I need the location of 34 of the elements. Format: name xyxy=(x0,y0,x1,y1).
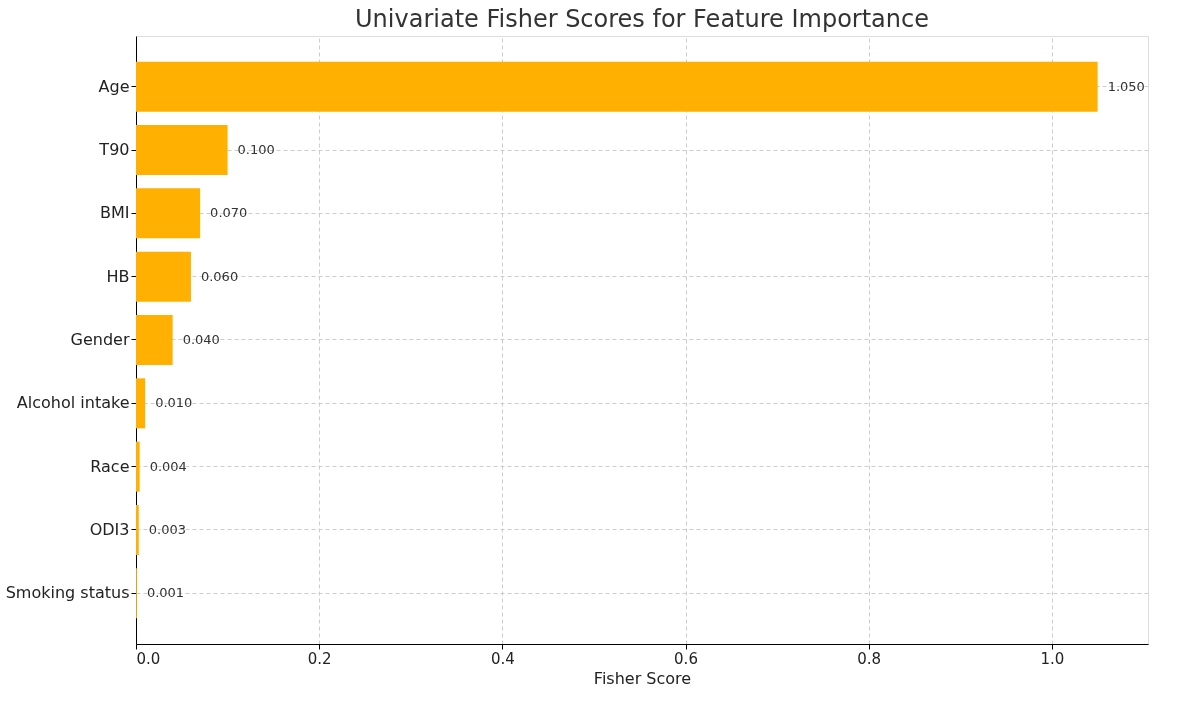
data-label: 0.070 xyxy=(210,205,248,221)
bar xyxy=(136,441,140,492)
data-label: 0.001 xyxy=(146,585,185,601)
bar xyxy=(136,188,201,239)
y-tick-label: BMI xyxy=(100,203,130,223)
bar xyxy=(136,378,146,429)
y-tick-label: Age xyxy=(98,76,130,96)
data-label: 0.060 xyxy=(200,268,239,284)
x-tick-label: 0.4 xyxy=(490,649,515,668)
x-tick-label: 0.6 xyxy=(674,649,698,668)
data-label: 0.010 xyxy=(155,395,193,411)
x-tick-label: 0.0 xyxy=(136,649,161,668)
y-tick-label: Smoking status xyxy=(5,583,130,603)
x-tick-label: 0.8 xyxy=(857,649,882,668)
chart-title: Univariate Fisher Scores for Feature Importance xyxy=(355,5,929,33)
bar xyxy=(136,61,1098,112)
y-tick-label: Alcohol intake xyxy=(16,393,130,413)
bar xyxy=(136,315,173,365)
x-tick-label: 0.2 xyxy=(307,649,332,668)
data-label: 0.003 xyxy=(148,522,186,537)
y-tick-label: T90 xyxy=(98,140,130,159)
y-tick-label: ODI3 xyxy=(89,520,130,539)
data-label: 0.040 xyxy=(182,332,220,347)
bar xyxy=(136,251,191,302)
bar xyxy=(136,505,139,555)
data-label: 0.004 xyxy=(149,458,187,474)
bar xyxy=(136,125,228,175)
x-tick-label: 1.0 xyxy=(1040,649,1065,668)
data-label: 1.050 xyxy=(1107,78,1145,94)
y-tick-label: Gender xyxy=(70,330,130,349)
x-axis-title: Fisher Score xyxy=(593,668,692,688)
y-tick-label: HB xyxy=(106,266,130,286)
data-label: 0.100 xyxy=(237,142,275,157)
y-tick-label: Race xyxy=(90,456,130,476)
